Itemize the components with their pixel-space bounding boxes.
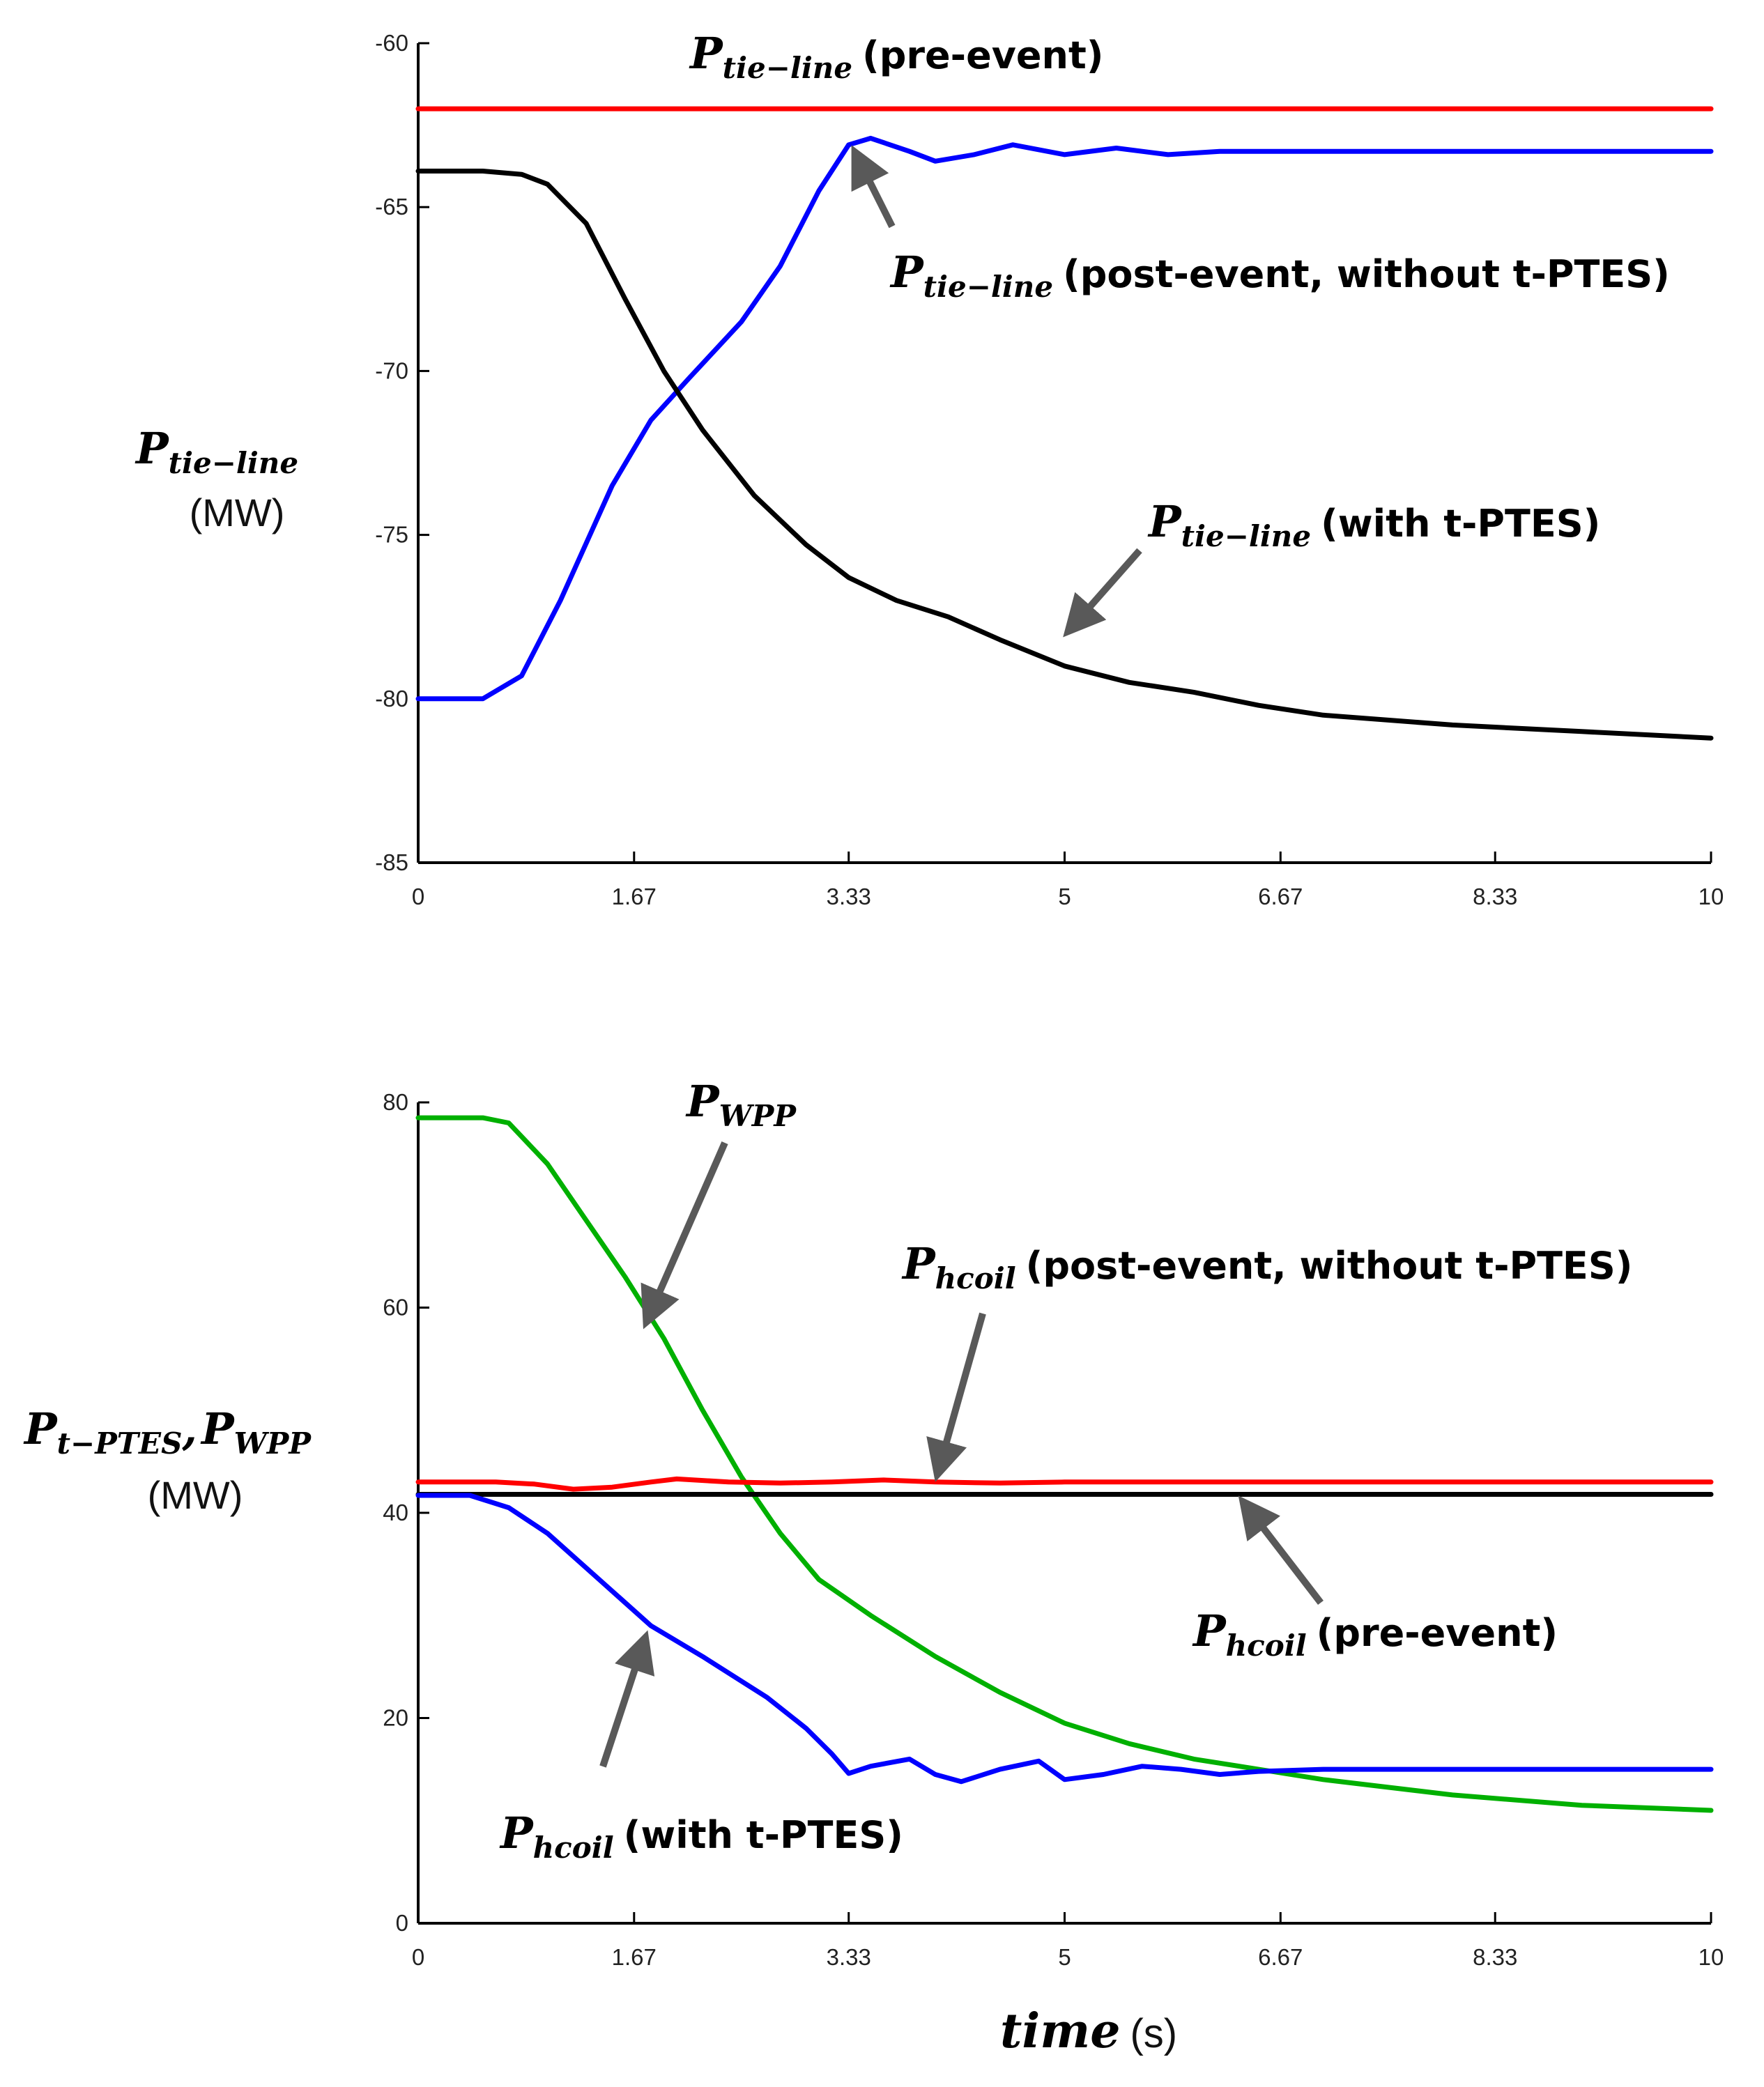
top-x-tick-label: 1.67 (612, 884, 657, 909)
bottom-x-tick-label: 6.67 (1258, 1944, 1303, 1970)
annotation-wpp: PWPP (685, 1076, 797, 1133)
top-y-ticks: -60 -65 -70 -75 -80 -85 (375, 30, 429, 875)
bottom-y-tick-label: 40 (383, 1500, 408, 1525)
top-x-ticks: 0 1.67 3.33 5 6.67 8.33 10 (412, 852, 1724, 909)
arrow-tie-line-post-event (851, 145, 896, 229)
bottom-x-tick-label: 0 (412, 1944, 424, 1970)
annotation-tie-line-with-tptes: Ptie−line (with t-PTES) (1147, 496, 1600, 553)
bottom-y-tick-label: 60 (383, 1295, 408, 1320)
bottom-x-tick-label: 1.67 (612, 1944, 657, 1970)
bottom-x-tick-label: 8.33 (1473, 1944, 1517, 1970)
bottom-x-tick-label: 3.33 (827, 1944, 871, 1970)
top-x-tick-label: 5 (1058, 884, 1071, 909)
top-x-tick-label: 10 (1698, 884, 1724, 909)
top-x-tick-label: 3.33 (827, 884, 871, 909)
annotation-tie-line-pre-event: Ptie−line (pre-event) (689, 28, 1103, 85)
bottom-xlabel: time (s) (1000, 2003, 1177, 2059)
bottom-series-line-1 (415, 1476, 1714, 1492)
top-chart: -60-65-70-75-80-85 0 1.67 3.33 5 6.67 8.33 10 … (135, 28, 1724, 909)
top-x-tick-label: 8.33 (1473, 884, 1517, 909)
top-series-line-2 (415, 169, 1714, 741)
top-series-line-1 (415, 135, 1714, 702)
bottom-y-tick-label: 20 (383, 1705, 408, 1731)
arrow-hcoil-pre-event (1238, 1495, 1324, 1605)
bottom-ylabel-unit: (MW) (148, 1473, 243, 1517)
top-y-tick-label: -65 (375, 194, 408, 220)
bottom-x-tick-label: 5 (1058, 1944, 1071, 1970)
top-y-tick-label: -60 (375, 30, 408, 56)
arrow-hcoil-with-tptes (599, 1630, 655, 1768)
annotation-hcoil-post-event: Phcoil (post-event, without t-PTES) (901, 1238, 1632, 1295)
top-x-tick-label: 6.67 (1258, 884, 1303, 909)
bottom-y-tick-label: 80 (383, 1089, 408, 1115)
bottom-x-tick-label: 10 (1698, 1944, 1724, 1970)
arrow-tie-line-with-tptes (1063, 548, 1142, 638)
bottom-series-line-3 (415, 1493, 1714, 1785)
top-y-tick-label: -70 (375, 357, 408, 383)
top-y-tick-label: -80 (375, 686, 408, 711)
annotation-hcoil-with-tptes: Phcoil (with t-PTES) (499, 1808, 903, 1865)
top-x-tick-label: 0 (412, 884, 424, 909)
annotation-tie-line-post-event: Ptie−line (post-event, without t-PTES) (889, 247, 1670, 304)
bottom-series (415, 1115, 1714, 1813)
bottom-x-ticks: 0 1.67 3.33 5 6.67 8.33 10 (412, 1912, 1724, 1970)
top-ylabel-symbol: Ptie−line (135, 423, 298, 480)
top-ylabel-unit: (MW) (190, 491, 285, 534)
bottom-ylabel-symbols: Pt−PTES,PWPP (23, 1403, 312, 1461)
bottom-y-ticks: 80 60 40 20 0 (383, 1089, 429, 1936)
bottom-y-tick-label: 0 (396, 1910, 408, 1936)
annotation-hcoil-pre-event: Phcoil (pre-event) (1192, 1605, 1558, 1663)
top-series (415, 106, 1714, 741)
arrow-hcoil-post-event (926, 1312, 986, 1482)
top-y-tick-label: -85 (375, 849, 408, 875)
arrow-wpp (641, 1141, 728, 1330)
bottom-series-line-0 (415, 1115, 1714, 1813)
bottom-chart: 80 60 40 20 0 0 1.67 3.33 5 6.67 8.33 10 Pt−PTES,P… (23, 1076, 1724, 2059)
top-y-tick-label: -75 (375, 522, 408, 548)
